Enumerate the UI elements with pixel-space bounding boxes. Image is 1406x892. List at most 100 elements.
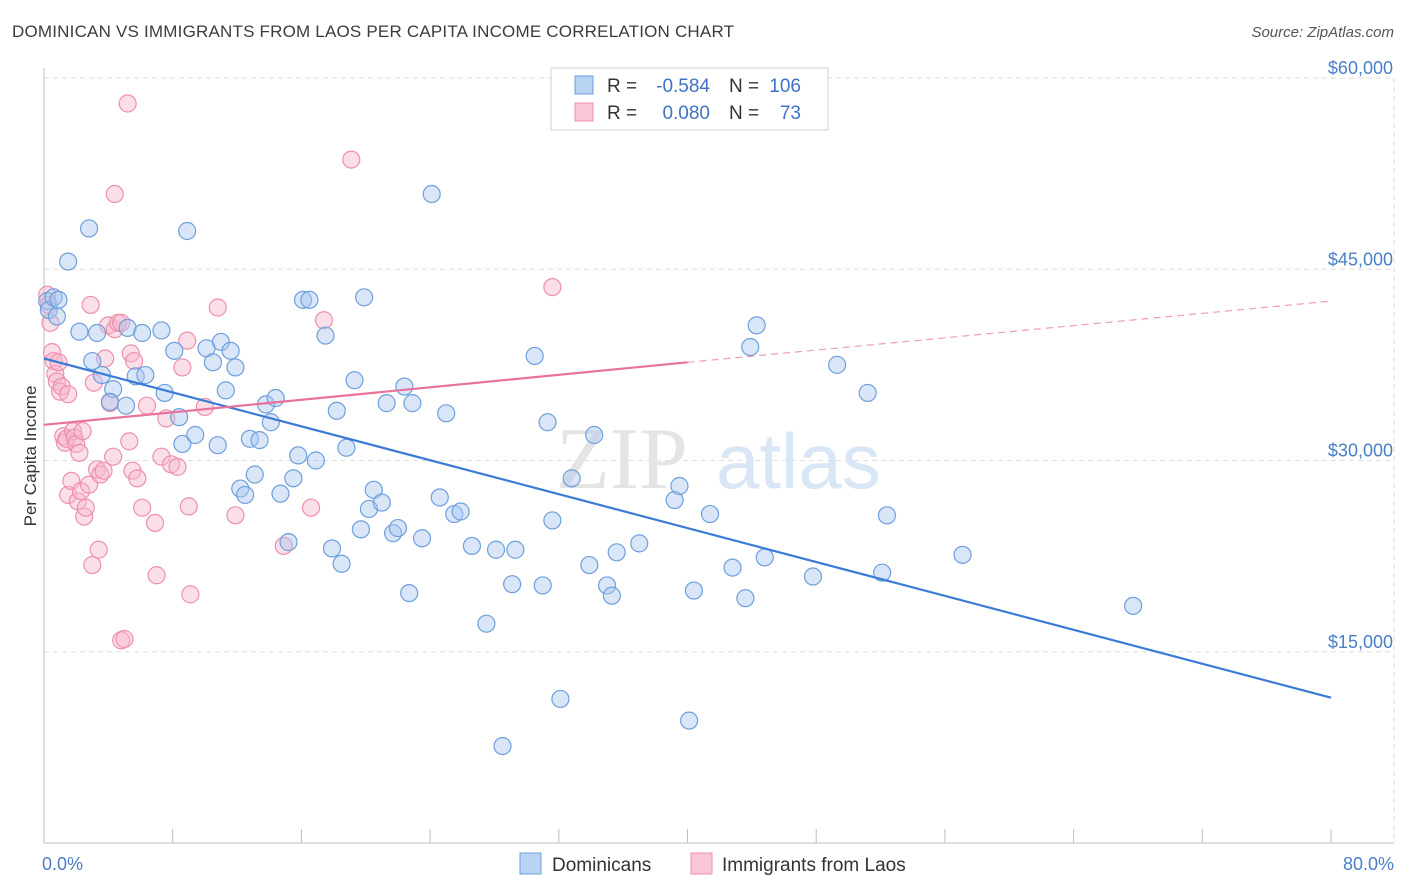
- dominican-point: [216, 381, 235, 400]
- dominican-point: [700, 504, 720, 524]
- laos-point: [342, 150, 361, 169]
- dominican-point: [332, 554, 351, 573]
- laos-point: [120, 432, 139, 451]
- dominican-point: [327, 401, 346, 420]
- x-tick-label-0: 0.0%: [42, 854, 83, 874]
- stats-r-label-1: R =: [607, 76, 637, 97]
- trend-lines: [43, 300, 1332, 699]
- dominican-point: [602, 586, 621, 605]
- dominican-point: [345, 371, 364, 390]
- dominican-point: [284, 469, 303, 488]
- dominican-point: [562, 469, 581, 488]
- laos-point: [104, 447, 123, 466]
- dominican-point: [377, 394, 396, 413]
- dominican-point: [235, 485, 255, 505]
- laos-point: [179, 497, 198, 516]
- dominican-point: [279, 532, 298, 552]
- dominican-point: [877, 506, 897, 525]
- laos-point: [543, 278, 562, 297]
- dominican-point: [133, 323, 152, 343]
- dominican-point: [226, 358, 245, 377]
- laos-point: [73, 422, 92, 441]
- trend-line-laos-extension: [687, 300, 1332, 363]
- dominican-point: [250, 431, 269, 450]
- dominican-point: [665, 490, 684, 510]
- dominican-point: [100, 392, 120, 411]
- series-laos-points: [38, 94, 562, 650]
- dominican-point: [245, 465, 264, 484]
- dominican-point: [355, 288, 374, 307]
- laos-point: [89, 540, 108, 559]
- dominican-point: [383, 524, 403, 543]
- laos-point: [226, 506, 245, 525]
- dominican-point: [403, 394, 422, 413]
- dominican-point: [525, 346, 544, 366]
- dominican-point: [585, 425, 604, 445]
- dominican-point: [87, 323, 107, 343]
- dominican-point: [316, 326, 335, 345]
- laos-point: [128, 469, 147, 488]
- tick-labels: $15,000 $30,000 $45,000 $60,000 0.0% 80.0%: [42, 58, 1394, 874]
- dominican-point: [322, 539, 342, 558]
- watermark-atlas: atlas: [716, 417, 881, 505]
- dominican-point: [506, 540, 525, 559]
- dominican-point: [1124, 596, 1143, 615]
- y-axis-label: Per Capita Income: [21, 386, 40, 527]
- watermark-zip: ZIP: [556, 411, 688, 508]
- dominican-point: [422, 184, 441, 204]
- dominican-point: [736, 589, 755, 608]
- laos-point: [152, 447, 171, 466]
- stats-r-value-2: 0.080: [662, 103, 710, 124]
- dominican-point: [430, 488, 449, 507]
- dominican-point: [395, 377, 414, 396]
- dominican-point: [306, 451, 325, 470]
- laos-point: [70, 443, 89, 462]
- stats-n-value-1: 106: [769, 76, 801, 97]
- dominican-point: [79, 219, 99, 238]
- legend-label-dominicans: Dominicans: [552, 855, 651, 876]
- dominican-point: [221, 341, 240, 360]
- grid-layer: [44, 77, 1395, 843]
- dominican-point: [503, 575, 522, 594]
- watermark: ZIP atlas: [556, 411, 881, 508]
- stats-n-label-1: N =: [729, 76, 759, 97]
- source-credit: Source: ZipAtlas.com: [1251, 24, 1394, 41]
- laos-point: [314, 311, 334, 330]
- dominican-point: [477, 614, 496, 633]
- dominican-point: [412, 529, 432, 548]
- legend-label-laos: Immigrants from Laos: [722, 855, 906, 876]
- dominican-point: [49, 290, 68, 309]
- dominican-point: [186, 425, 205, 445]
- dominican-point: [543, 511, 562, 530]
- dominican-point: [580, 555, 599, 575]
- laos-point: [147, 566, 166, 585]
- dominican-point: [337, 438, 356, 457]
- chart-title: DOMINICAN VS IMMIGRANTS FROM LAOS PER CA…: [12, 22, 735, 41]
- series-dominicans-points: [38, 184, 1143, 756]
- dominican-point: [607, 543, 626, 562]
- dominican-point: [293, 290, 313, 309]
- laos-point: [115, 629, 134, 649]
- dominican-point: [437, 404, 456, 423]
- dominican-point: [178, 221, 197, 241]
- dominican-point: [271, 484, 290, 503]
- laos-point: [105, 184, 124, 204]
- y-tick-label-2: $45,000: [1328, 249, 1393, 269]
- dominican-point: [59, 252, 78, 271]
- legend: Dominicans Immigrants from Laos: [519, 852, 906, 876]
- dominican-point: [533, 576, 552, 595]
- legend-swatch-dominicans: [519, 852, 542, 875]
- dominican-point: [70, 322, 89, 341]
- legend-swatch-laos: [690, 852, 713, 875]
- laos-point: [137, 396, 157, 415]
- dominican-point: [755, 548, 774, 567]
- stats-n-value-2: 73: [780, 103, 801, 124]
- dominican-point: [723, 558, 742, 577]
- dominican-point: [388, 518, 408, 538]
- trend-line-laos: [43, 361, 688, 426]
- dominican-point: [208, 436, 227, 455]
- dominican-point: [372, 493, 391, 512]
- trend-line-dominicans: [43, 357, 1332, 699]
- dominican-point: [451, 502, 470, 521]
